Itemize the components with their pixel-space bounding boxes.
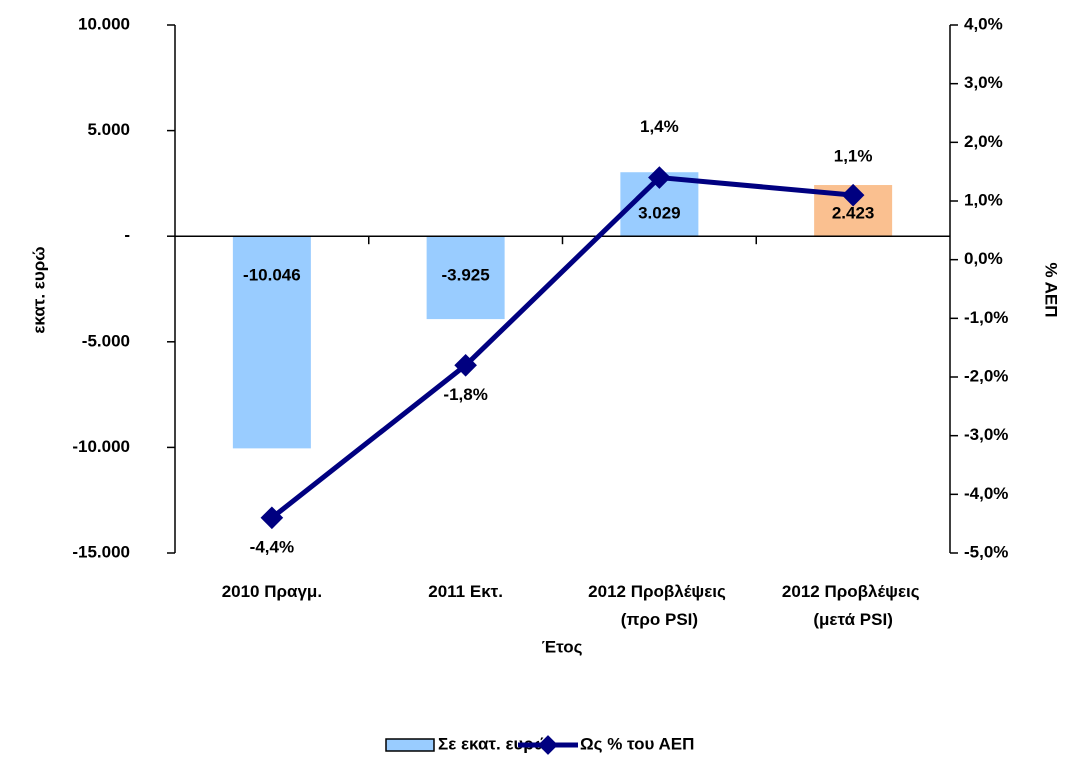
y-tick-label: -15.000 [72, 542, 130, 561]
line-value-label: -4,4% [250, 537, 294, 556]
line-marker [260, 506, 284, 530]
x-tick-label: 2012 Προβλέψεις (μετά PSI) [782, 582, 924, 629]
line-value-label: 1,1% [834, 147, 873, 166]
y2-tick-label: 3,0% [964, 73, 1003, 92]
y2-tick-label: 0,0% [964, 249, 1003, 268]
y2-tick-label: -1,0% [964, 308, 1008, 327]
y-axis-label: εκατ. ευρώ [29, 246, 48, 333]
x-tick-label: 2011 Εκτ. [428, 582, 503, 601]
y2-tick-label: -4,0% [964, 484, 1008, 503]
x-tick-label-line: 2010 Πραγμ. [222, 582, 322, 601]
y2-axis-label: % ΑΕΠ [1042, 262, 1061, 317]
legend-label: Ως % του ΑΕΠ [580, 734, 694, 753]
bar-value-label: -10.046 [243, 266, 301, 285]
bar [426, 236, 505, 320]
y2-tick-label: 2,0% [964, 132, 1003, 151]
legend-marker [538, 735, 558, 755]
y2-tick-label: -5,0% [964, 542, 1008, 561]
x-tick-label-line: 2012 Προβλέψεις [782, 582, 924, 601]
line-value-label: 1,4% [640, 117, 679, 136]
y-tick-label: - [124, 226, 130, 245]
bar-value-label: 3.029 [638, 204, 681, 223]
x-tick-label-line: 2012 Προβλέψεις [588, 582, 730, 601]
x-axis-label: Έτος [542, 637, 583, 656]
bar-value-label: 2.423 [832, 204, 875, 223]
y-tick-label: -10.000 [72, 437, 130, 456]
x-tick-label-line: (μετά PSI) [813, 610, 892, 629]
x-tick-label: 2012 Προβλέψεις (προ PSI) [588, 582, 730, 629]
bar-value-label: -3.925 [442, 266, 490, 285]
y-tick-label: 10.000 [78, 14, 130, 33]
y2-tick-label: 4,0% [964, 14, 1003, 33]
line-marker [454, 353, 477, 377]
y2-tick-label: -2,0% [964, 366, 1008, 385]
line-value-label: -1,8% [443, 385, 487, 404]
bar [232, 236, 311, 449]
y2-tick-label: 1,0% [964, 190, 1003, 209]
legend-swatch [385, 738, 435, 752]
x-tick-label: 2010 Πραγμ. [222, 582, 322, 601]
y-tick-label: -5.000 [82, 331, 130, 350]
legend-label: Σε εκατ. ευρώ [438, 734, 548, 753]
line [270, 174, 854, 520]
x-tick-label-line: 2011 Εκτ. [428, 582, 503, 601]
y-tick-label: 5.000 [87, 120, 130, 139]
x-tick-label-line: (προ PSI) [621, 610, 698, 629]
y2-tick-label: -3,0% [964, 425, 1008, 444]
